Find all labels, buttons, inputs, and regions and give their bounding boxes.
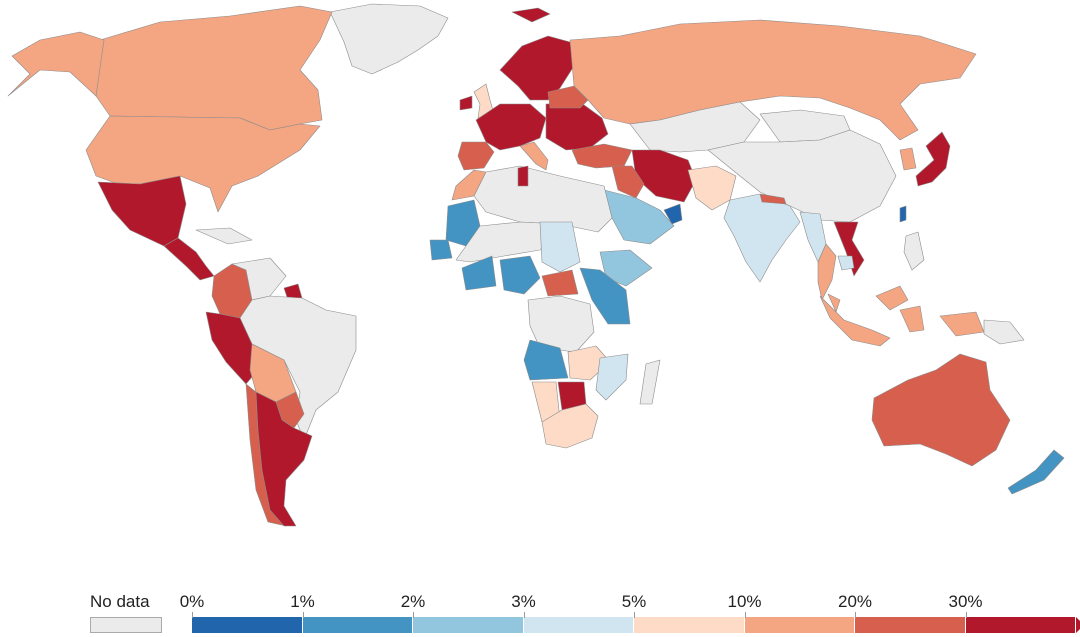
legend-bin (634, 617, 745, 633)
region-tunisia[interactable] (517, 165, 529, 187)
legend-bin (192, 617, 303, 633)
region-uae[interactable] (663, 203, 683, 225)
region-cuba[interactable] (195, 227, 253, 245)
region-ghana[interactable] (461, 255, 497, 291)
region-sahel[interactable] (455, 221, 561, 263)
region-india[interactable] (723, 193, 801, 283)
legend-tick (523, 612, 525, 618)
region-madagascar[interactable] (639, 359, 661, 405)
region-south-africa[interactable] (541, 403, 599, 449)
region-western-europe[interactable] (475, 103, 547, 151)
legend-tick (744, 612, 746, 618)
region-sudan[interactable] (539, 221, 581, 273)
region-ireland[interactable] (459, 95, 473, 111)
legend-bin (302, 617, 413, 633)
region-nigeria[interactable] (499, 255, 541, 295)
legend-tick-label: 5% (621, 592, 647, 611)
region-drc[interactable] (527, 295, 595, 353)
region-china[interactable] (707, 129, 897, 223)
nodata-swatch (90, 617, 162, 633)
region-iceland[interactable] (511, 7, 551, 23)
legend-tick-label: 30% (948, 592, 983, 611)
legend-tick (634, 612, 635, 618)
region-kazakhstan[interactable] (629, 101, 761, 153)
region-greenland[interactable] (329, 3, 449, 75)
region-argentina[interactable] (255, 391, 313, 527)
region-iraq[interactable] (611, 165, 645, 199)
region-australia[interactable] (871, 353, 1011, 467)
region-algeria-libya-egypt[interactable] (473, 165, 613, 233)
region-mozambique[interactable] (595, 353, 629, 401)
world-map (7, 3, 1065, 527)
nodata-label: No data (90, 592, 150, 611)
legend-tick-label: 20% (837, 592, 873, 611)
legend-bin (965, 617, 1076, 633)
color-legend: No data 0% 1% 2% 3% 5% 10% 20% 30% (0, 588, 1080, 637)
region-vietnam[interactable] (833, 221, 865, 277)
legend-bin (855, 617, 966, 633)
region-saudi-arabia[interactable] (603, 189, 675, 245)
legend-bin (413, 617, 524, 633)
region-iran[interactable] (631, 149, 697, 203)
region-mexico[interactable] (97, 175, 187, 247)
region-central-america[interactable] (163, 237, 215, 281)
legend-bin (744, 617, 855, 633)
legend-tick (302, 612, 304, 618)
region-alaska[interactable] (7, 31, 105, 97)
region-nepal[interactable] (759, 193, 787, 205)
region-korea[interactable] (899, 147, 917, 171)
region-thailand[interactable] (817, 243, 837, 301)
legend-bin (523, 617, 634, 633)
region-usa[interactable] (85, 115, 321, 213)
legend-tick (192, 612, 193, 618)
region-canada[interactable] (95, 5, 333, 131)
region-scandinavia[interactable] (499, 35, 575, 101)
legend-tick (965, 612, 967, 618)
legend-tick (413, 612, 414, 618)
region-senegal[interactable] (429, 239, 453, 261)
region-angola[interactable] (523, 339, 569, 381)
legend-arrow (1076, 617, 1080, 633)
legend-tick-label: 3% (511, 592, 536, 611)
region-south-sudan[interactable] (541, 269, 579, 297)
region-philippines[interactable] (903, 231, 925, 271)
region-italy[interactable] (519, 141, 549, 171)
region-belarus[interactable] (547, 85, 589, 109)
legend-tick-label: 10% (727, 592, 762, 611)
region-taiwan[interactable] (899, 205, 907, 223)
region-new-zealand[interactable] (1007, 449, 1065, 495)
legend-tick (855, 612, 856, 618)
region-cambodia[interactable] (837, 255, 855, 271)
region-malaysia[interactable] (827, 285, 909, 313)
region-png[interactable] (983, 319, 1025, 345)
region-japan[interactable] (915, 131, 951, 187)
legend-tick-label: 0% (179, 592, 205, 611)
region-uganda-kenya[interactable] (579, 267, 631, 325)
region-russia[interactable] (569, 19, 977, 141)
legend-tick-label: 1% (290, 592, 315, 611)
region-iberia[interactable] (457, 141, 495, 171)
legend-tick-label: 2% (400, 592, 426, 611)
